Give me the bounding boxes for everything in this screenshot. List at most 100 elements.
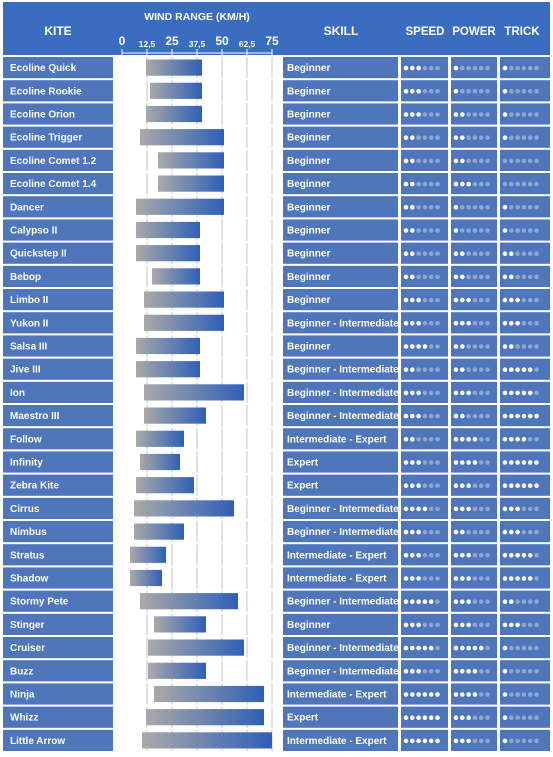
rating-dot-empty [527,529,533,535]
rating-dot-filled [502,297,508,303]
rating-dot-empty [521,158,527,164]
rating-dot-empty [472,158,478,164]
rating-dot-filled [410,738,415,744]
kite-name: Quickstep II [10,249,67,260]
rating-dot-empty [416,158,421,164]
rating-dot-empty [509,181,514,187]
skill-label: Beginner [287,202,330,213]
rating-dot-empty [534,205,539,210]
power-rating [453,506,490,512]
power-rating [453,367,490,373]
table-row: Ninja Intermediate - Expert [3,683,550,705]
rating-dot-filled [403,715,409,720]
rating-dot-filled [403,669,409,674]
rating-dot-empty [509,65,514,71]
power-rating [453,622,490,628]
speed-rating [403,437,440,442]
rating-dot-filled [466,576,471,581]
kite-name: Calypso II [10,226,57,237]
speed-rating [403,390,440,396]
rating-dot-filled [435,738,440,744]
rating-dot-empty [534,715,539,720]
trick-rating [502,297,539,303]
rating-dot-empty [472,65,478,71]
rating-dot-empty [472,553,478,558]
wind-range-bar [146,709,264,726]
speed-rating [403,599,440,604]
skill-label: Intermediate - Expert [287,550,387,561]
rating-dot-filled [453,738,459,744]
rating-dot-empty [534,645,539,651]
rating-dot-filled [453,251,459,256]
rating-dot-empty [534,112,539,117]
rating-dot-filled [466,692,471,697]
rating-dot-filled [410,205,415,210]
rating-dot-empty [515,669,520,674]
power-rating [453,274,490,280]
axis-tick-label: 0 [119,34,126,48]
rating-dot-filled [460,274,465,280]
trick-rating [502,599,539,604]
rating-dot-empty [435,413,440,419]
kite-name: Nimbus [10,527,47,538]
rating-dot-filled [460,529,465,535]
rating-dot-filled [509,460,514,465]
rating-dot-empty [435,367,440,373]
table-row: Cruiser Beginner - Intermediate [3,637,550,659]
rating-dot-empty [435,135,440,140]
rating-dot-filled [453,181,459,187]
skill-cell [283,219,398,241]
rating-dot-empty [534,251,539,256]
rating-dot-filled [453,65,459,71]
speed-rating [403,135,440,140]
rating-dot-empty [515,112,520,117]
power-rating [453,297,490,303]
rating-dot-empty [485,738,490,744]
table-row: Infinity Expert [3,451,550,473]
rating-dot-empty [472,576,478,581]
kite-name: Ion [10,388,25,399]
rating-dot-empty [435,321,440,326]
table-row: Ecoline Orion Beginner [3,103,550,125]
rating-dot-empty [515,715,520,720]
kite-name: Cirrus [10,504,40,515]
table-row: Salsa III Beginner [3,335,550,357]
skill-cell [283,590,398,612]
power-rating [453,65,490,71]
speed-rating [403,692,440,697]
rating-dot-filled [453,576,459,581]
kite-cell [3,312,113,334]
rating-dot-filled [521,553,527,558]
kite-cell [3,196,113,218]
rating-dot-empty [435,437,440,442]
skill-cell [283,289,398,311]
kite-name: Shadow [10,574,49,585]
rating-dot-empty [472,715,478,720]
trick-rating [502,135,539,140]
trick-rating [502,460,539,465]
kite-cell [3,103,113,125]
rating-dot-filled [502,553,508,558]
power-rating [453,158,490,164]
rating-dot-filled [403,251,409,256]
skill-label: Beginner - Intermediate [287,666,399,677]
rating-dot-filled [428,599,434,604]
rating-dot-filled [416,622,421,628]
rating-dot-empty [478,622,484,628]
rating-dot-empty [502,181,508,187]
rating-dot-empty [509,738,514,744]
rating-dot-empty [485,158,490,164]
rating-dot-filled [502,715,508,720]
rating-dot-empty [521,715,527,720]
rating-dot-filled [403,413,409,419]
rating-dot-filled [410,251,415,256]
speed-rating [403,622,440,628]
rating-dot-empty [428,158,434,164]
power-rating [453,321,490,326]
rating-dot-filled [403,65,409,71]
rating-dot-empty [435,228,440,233]
rating-dot-empty [527,622,533,628]
rating-dot-empty [527,205,533,210]
kite-name: Stormy Pete [10,597,69,608]
wind-range-bar [136,198,224,215]
